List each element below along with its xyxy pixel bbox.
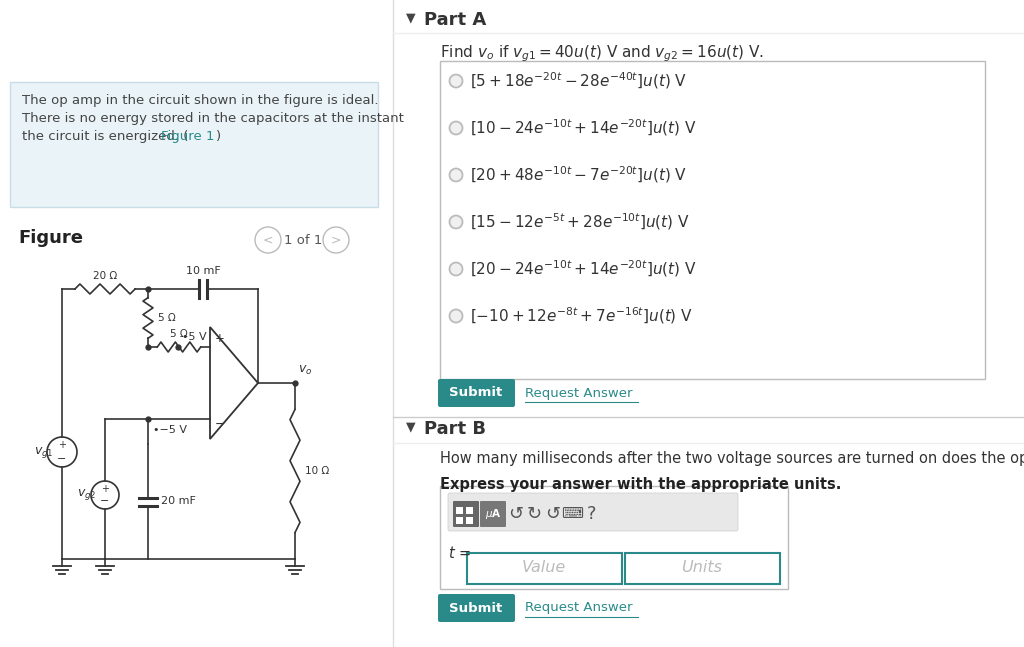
Text: •5 V: •5 V bbox=[182, 332, 207, 342]
Text: −: − bbox=[215, 417, 225, 430]
Text: 5 Ω: 5 Ω bbox=[158, 313, 176, 323]
Text: Value: Value bbox=[522, 560, 566, 575]
Text: $[20 - 24e^{-10t} + 14e^{-20t}]u(t)$ V: $[20 - 24e^{-10t} + 14e^{-20t}]u(t)$ V bbox=[470, 259, 696, 280]
Text: the circuit is energized. (: the circuit is energized. ( bbox=[22, 130, 188, 143]
FancyBboxPatch shape bbox=[438, 379, 515, 407]
Text: $v_{g1}$: $v_{g1}$ bbox=[35, 444, 54, 459]
Circle shape bbox=[450, 74, 463, 87]
Text: Submit: Submit bbox=[450, 386, 503, 399]
Text: Request Answer: Request Answer bbox=[525, 602, 633, 615]
FancyBboxPatch shape bbox=[466, 517, 473, 524]
Text: How many milliseconds after the two voltage sources are turned on does the op am: How many milliseconds after the two volt… bbox=[440, 451, 1024, 466]
Text: Express your answer with the appropriate units.: Express your answer with the appropriate… bbox=[440, 477, 842, 492]
Text: Submit: Submit bbox=[450, 602, 503, 615]
Text: ?: ? bbox=[587, 505, 597, 523]
Text: −: − bbox=[57, 454, 67, 464]
Text: •−5 V: •−5 V bbox=[153, 425, 187, 435]
Text: +: + bbox=[101, 484, 109, 494]
Text: Units: Units bbox=[682, 560, 723, 575]
Circle shape bbox=[450, 215, 463, 228]
Text: 10 Ω: 10 Ω bbox=[305, 466, 330, 476]
Text: $[5 + 18e^{-20t} - 28e^{-40t}]u(t)$ V: $[5 + 18e^{-20t} - 28e^{-40t}]u(t)$ V bbox=[470, 71, 687, 91]
FancyBboxPatch shape bbox=[456, 507, 463, 514]
Text: ▼: ▼ bbox=[406, 11, 416, 24]
Text: −: − bbox=[100, 496, 110, 506]
Text: The op amp in the circuit shown in the figure is ideal.: The op amp in the circuit shown in the f… bbox=[22, 94, 379, 107]
Text: Part A: Part A bbox=[424, 11, 486, 29]
Text: $[10 - 24e^{-10t} + 14e^{-20t}]u(t)$ V: $[10 - 24e^{-10t} + 14e^{-20t}]u(t)$ V bbox=[470, 118, 696, 138]
FancyBboxPatch shape bbox=[453, 501, 479, 527]
FancyBboxPatch shape bbox=[440, 486, 788, 589]
Text: $[20 + 48e^{-10t} - 7e^{-20t}]u(t)$ V: $[20 + 48e^{-10t} - 7e^{-20t}]u(t)$ V bbox=[470, 164, 687, 185]
Text: 10 mF: 10 mF bbox=[185, 266, 220, 276]
FancyBboxPatch shape bbox=[480, 501, 506, 527]
Text: ↻: ↻ bbox=[526, 505, 542, 523]
Text: 5 Ω: 5 Ω bbox=[170, 329, 187, 339]
Text: ): ) bbox=[216, 130, 221, 143]
FancyBboxPatch shape bbox=[440, 61, 985, 379]
Circle shape bbox=[450, 168, 463, 182]
Text: ⌨: ⌨ bbox=[561, 507, 583, 521]
Text: $[-10 + 12e^{-8t} + 7e^{-16t}]u(t)$ V: $[-10 + 12e^{-8t} + 7e^{-16t}]u(t)$ V bbox=[470, 305, 693, 326]
Text: ▼: ▼ bbox=[406, 420, 416, 433]
Text: +: + bbox=[58, 440, 66, 450]
Circle shape bbox=[450, 309, 463, 322]
Text: 20 Ω: 20 Ω bbox=[93, 271, 117, 281]
Text: Figure 1: Figure 1 bbox=[161, 130, 214, 143]
Text: <: < bbox=[263, 234, 273, 247]
Text: Part B: Part B bbox=[424, 420, 486, 438]
Text: Request Answer: Request Answer bbox=[525, 386, 633, 399]
Text: ↺: ↺ bbox=[509, 505, 523, 523]
Text: 20 mF: 20 mF bbox=[161, 496, 196, 507]
Text: 1 of 1: 1 of 1 bbox=[284, 234, 323, 247]
Circle shape bbox=[450, 263, 463, 276]
Text: There is no energy stored in the capacitors at the instant: There is no energy stored in the capacit… bbox=[22, 112, 403, 125]
Text: Figure: Figure bbox=[18, 229, 83, 247]
Text: $v_{g2}$: $v_{g2}$ bbox=[78, 487, 97, 503]
Circle shape bbox=[450, 122, 463, 135]
Text: $\mu$A: $\mu$A bbox=[484, 507, 502, 521]
FancyBboxPatch shape bbox=[449, 493, 738, 531]
FancyBboxPatch shape bbox=[467, 553, 622, 584]
FancyBboxPatch shape bbox=[438, 594, 515, 622]
Text: $t$ =: $t$ = bbox=[449, 545, 471, 561]
Text: >: > bbox=[331, 234, 341, 247]
FancyBboxPatch shape bbox=[466, 507, 473, 514]
Text: +: + bbox=[215, 333, 225, 345]
FancyBboxPatch shape bbox=[625, 553, 780, 584]
FancyBboxPatch shape bbox=[10, 82, 378, 207]
Text: $[15 - 12e^{-5t} + 28e^{-10t}]u(t)$ V: $[15 - 12e^{-5t} + 28e^{-10t}]u(t)$ V bbox=[470, 212, 690, 232]
Text: ↺: ↺ bbox=[546, 505, 560, 523]
FancyBboxPatch shape bbox=[456, 517, 463, 524]
Text: Find $v_o$ if $v_{g1} = 40u(t)$ V and $v_{g2} = 16u(t)$ V.: Find $v_o$ if $v_{g1} = 40u(t)$ V and $v… bbox=[440, 43, 764, 63]
Text: $v_o$: $v_o$ bbox=[298, 364, 312, 377]
